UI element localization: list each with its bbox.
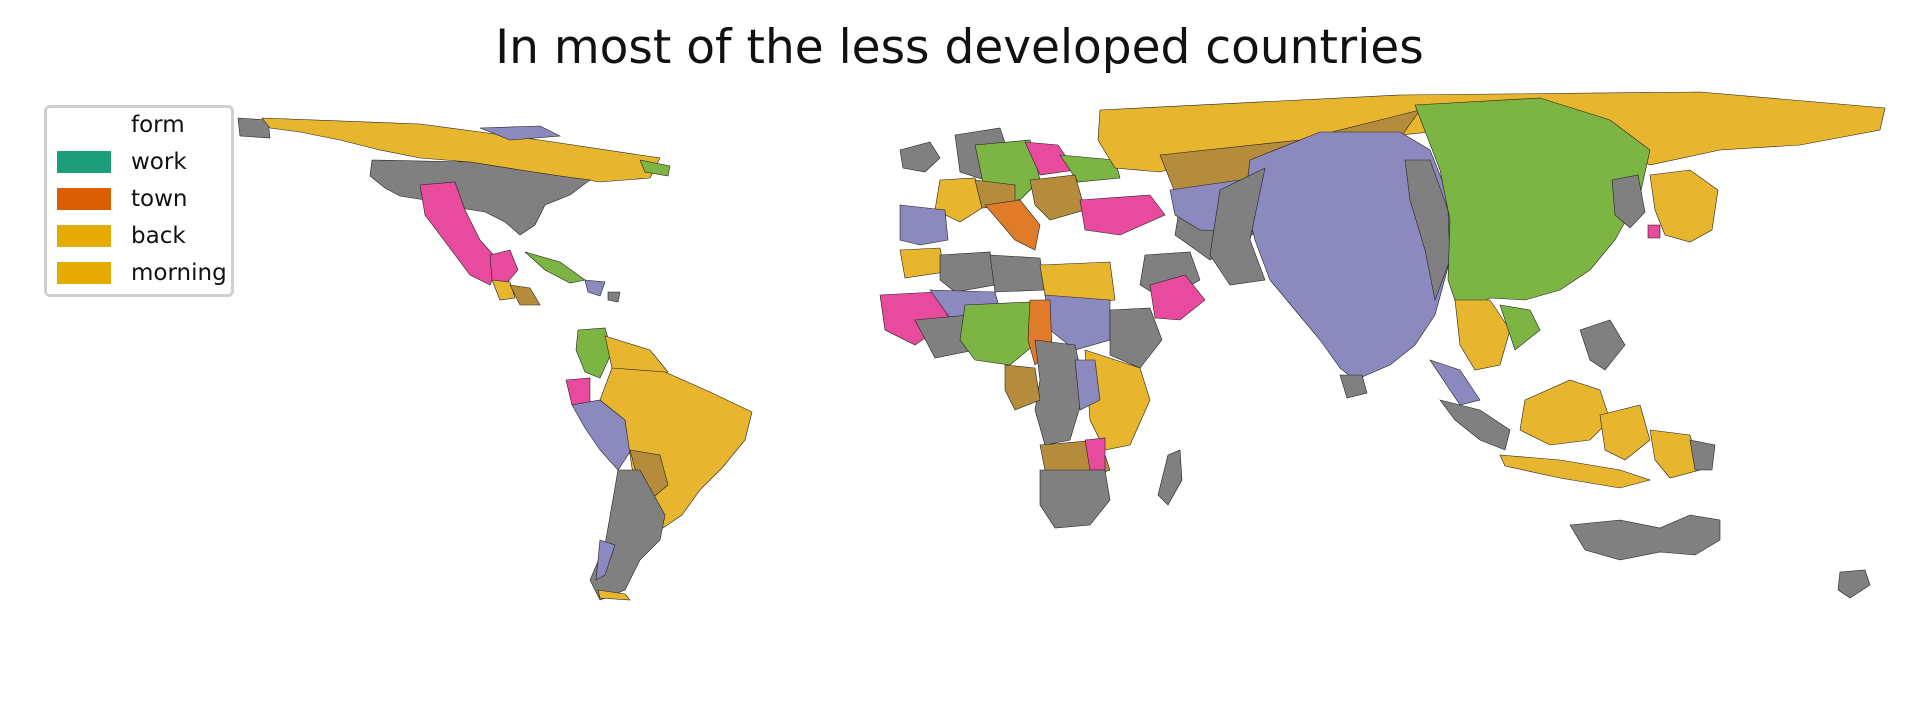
region-libya (989, 254, 1046, 293)
legend-header: form (53, 112, 229, 138)
region-arabia (1149, 274, 1206, 321)
region-madagascar (1157, 449, 1183, 506)
region-new-zealand (1837, 569, 1871, 599)
region-nigeria (959, 301, 1041, 366)
region-pakistan (1209, 167, 1266, 286)
region-usa (369, 159, 591, 236)
legend-title: form (131, 112, 185, 138)
region-timor (1689, 439, 1716, 471)
region-east-africa (1084, 349, 1151, 451)
legend-item: town (53, 186, 229, 212)
region-central-america (489, 249, 519, 286)
legend-label: town (131, 186, 188, 212)
legend-label: morning (131, 260, 227, 286)
region-costa-rica (509, 284, 541, 306)
region-vietnam (1499, 304, 1541, 351)
region-indochina (1454, 299, 1511, 371)
legend-swatch (57, 188, 111, 210)
legend-item: back (53, 223, 229, 249)
region-italy (984, 199, 1041, 251)
region-caribbean-2 (607, 291, 621, 303)
region-australia (1569, 514, 1721, 561)
region-taiwan (1647, 224, 1661, 239)
map-title: In most of the less developed countries (495, 20, 1424, 75)
region-alaska (237, 117, 271, 139)
region-ecuador (565, 377, 591, 406)
region-algeria (939, 251, 996, 293)
region-argentina-south (595, 539, 616, 581)
legend-item: work (53, 149, 229, 175)
legend-item: morning (53, 260, 229, 286)
region-tanzania (1074, 359, 1101, 411)
region-colombia (575, 327, 613, 379)
region-sri-lanka (1339, 374, 1368, 399)
region-korea (1611, 174, 1646, 229)
region-cuba (524, 251, 586, 284)
region-morocco (899, 247, 946, 279)
region-congo (1034, 339, 1086, 446)
legend-swatch (57, 262, 111, 284)
region-spain (899, 204, 949, 246)
region-philippines (1579, 319, 1626, 371)
region-india (1244, 131, 1451, 381)
region-patagonia (597, 589, 631, 601)
region-turkey (1079, 194, 1166, 236)
region-bangladesh (1404, 159, 1451, 302)
region-new-guinea (1649, 429, 1701, 479)
region-mexico (419, 181, 501, 286)
region-balkans (1029, 174, 1086, 221)
region-gabon (1004, 364, 1041, 411)
legend-label: work (131, 149, 187, 175)
region-borneo (1519, 379, 1611, 446)
region-sulawesi (1599, 404, 1651, 461)
region-china (1414, 97, 1651, 316)
region-indonesia (1439, 399, 1511, 451)
region-horn (1109, 307, 1163, 369)
region-iceland (899, 141, 941, 173)
region-korea-japan (1649, 169, 1719, 243)
region-malaysia (1429, 359, 1481, 406)
region-france (934, 177, 983, 223)
region-panama (491, 279, 516, 301)
region-caribbean (584, 279, 606, 297)
region-java (1499, 454, 1652, 489)
region-sudan (1044, 294, 1111, 351)
legend: form work town back morning (44, 105, 234, 297)
legend-swatch (57, 225, 111, 247)
region-south-africa (1039, 469, 1111, 529)
region-greenland-tip (639, 159, 671, 177)
legend-swatch (57, 151, 111, 173)
legend-label: back (131, 223, 186, 249)
region-arctic-islands (479, 125, 562, 141)
